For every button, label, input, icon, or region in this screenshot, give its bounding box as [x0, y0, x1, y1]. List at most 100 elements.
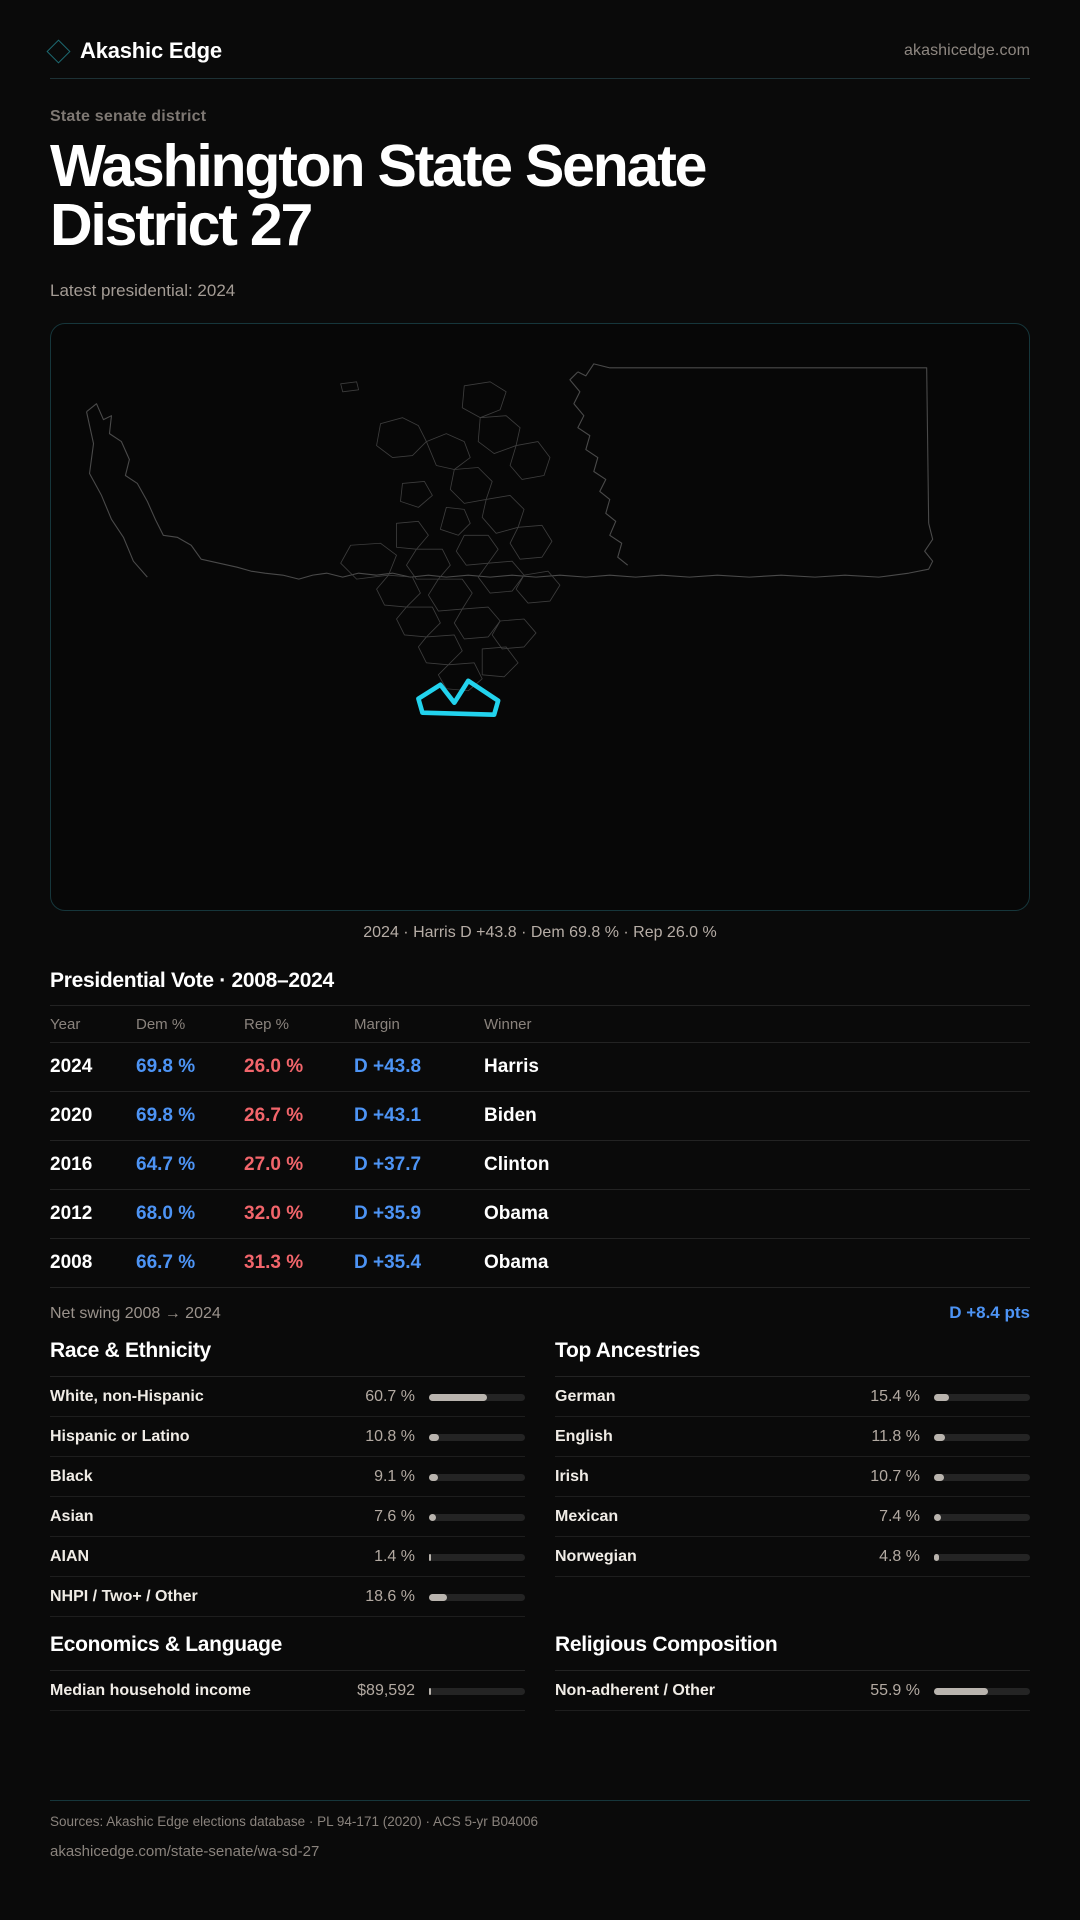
- sources-footer: Sources: Akashic Edge elections database…: [50, 1800, 1030, 1860]
- stat-value: 11.8 %: [871, 1428, 920, 1445]
- stat-row: Irish 10.7 %: [555, 1457, 1030, 1497]
- page-subtitle: Latest presidential: 2024: [50, 281, 236, 300]
- stat-label: AIAN: [50, 1548, 90, 1565]
- stat-row: English 11.8 %: [555, 1417, 1030, 1457]
- stat-bar: [429, 1513, 525, 1521]
- stat-value: 1.4 %: [374, 1548, 415, 1565]
- cell-year: 2024: [50, 1042, 136, 1092]
- stat-bar: [934, 1433, 1030, 1441]
- stat-value: 4.8 %: [879, 1548, 920, 1565]
- cell-dem: 69.8 %: [136, 1091, 244, 1141]
- stat-label: Norwegian: [555, 1548, 637, 1565]
- stat-bar-fill: [934, 1473, 945, 1481]
- stat-value: 18.6 %: [365, 1588, 415, 1605]
- presidential-vote-table: Year Dem % Rep % Margin Winner 2024 69.8 …: [50, 1005, 1030, 1288]
- stat-label: White, non-Hispanic: [50, 1388, 204, 1405]
- race-ethnicity-panel: Race & Ethnicity White, non-Hispanic 60.7…: [50, 1339, 525, 1617]
- stat-row: AIAN 1.4 %: [50, 1537, 525, 1577]
- cell-year: 2012: [50, 1189, 136, 1239]
- stat-row: German 15.4 %: [555, 1377, 1030, 1417]
- religion-panel-title: Religious Composition: [555, 1633, 1030, 1671]
- stat-bar: [429, 1393, 525, 1401]
- district-map-card[interactable]: [50, 323, 1030, 911]
- cell-year: 2020: [50, 1091, 136, 1141]
- demographics-grid: Race & Ethnicity White, non-Hispanic 60.7…: [50, 1339, 1030, 1617]
- stat-row: Median household income $89,592: [50, 1671, 525, 1711]
- stat-label: Black: [50, 1468, 93, 1485]
- cell-dem: 64.7 %: [136, 1140, 244, 1190]
- stat-bar: [934, 1393, 1030, 1401]
- net-swing-label: Net swing 2008 → 2024: [50, 1305, 221, 1322]
- presidential-vote-body: 2024 69.8 % 26.0 % D +43.8 Harris 2020 69.8 % 2…: [50, 1042, 1030, 1288]
- brand-name: Akashic Edge: [80, 38, 222, 63]
- cell-dem: 68.0 %: [136, 1189, 244, 1239]
- table-header-row: Year Dem % Rep % Margin Winner: [50, 1005, 1030, 1043]
- table-row: 2008 66.7 % 31.3 % D +35.4 Obama: [50, 1238, 1030, 1288]
- cell-margin: D +35.9: [354, 1189, 484, 1239]
- cell-dem: 69.8 %: [136, 1042, 244, 1092]
- stat-row: Asian 7.6 %: [50, 1497, 525, 1537]
- economics-panel: Economics & Language Median household in…: [50, 1633, 525, 1711]
- cell-margin: D +43.8: [354, 1042, 484, 1092]
- stat-value: 10.8 %: [365, 1428, 415, 1445]
- stat-bar-fill: [429, 1513, 437, 1521]
- column-header-year: Year: [50, 1005, 136, 1043]
- stat-bar-fill: [429, 1473, 438, 1481]
- stat-row: Hispanic or Latino 10.8 %: [50, 1417, 525, 1457]
- stat-bar-fill: [429, 1553, 431, 1561]
- race-rows: White, non-Hispanic 60.7 % Hispanic or Lat…: [50, 1377, 525, 1617]
- cell-year: 2016: [50, 1140, 136, 1190]
- stat-value: 55.9 %: [870, 1682, 920, 1699]
- stat-bar-fill: [934, 1687, 988, 1695]
- stat-bar: [934, 1473, 1030, 1481]
- highlighted-district: [416, 678, 501, 717]
- stat-value: $89,592: [357, 1682, 415, 1699]
- cell-margin: D +35.4: [354, 1238, 484, 1288]
- cell-year: 2008: [50, 1238, 136, 1288]
- table-row: 2024 69.8 % 26.0 % D +43.8 Harris: [50, 1042, 1030, 1092]
- presidential-section-title: Presidential Vote · 2008–2024: [50, 969, 334, 992]
- stat-bar-fill: [429, 1393, 488, 1401]
- stat-value: 60.7 %: [365, 1388, 415, 1405]
- table-row: 2012 68.0 % 32.0 % D +35.9 Obama: [50, 1189, 1030, 1239]
- stat-row: White, non-Hispanic 60.7 %: [50, 1377, 525, 1417]
- economics-rows: Median household income $89,592: [50, 1671, 525, 1711]
- washington-state-map: [86, 363, 934, 717]
- page-title: Washington State Senate District 27: [50, 133, 708, 258]
- stat-bar-fill: [934, 1433, 946, 1441]
- religion-panel: Religious Composition Non-adherent / Oth…: [555, 1633, 1030, 1711]
- cell-rep: 26.0 %: [244, 1042, 354, 1092]
- stat-value: 7.6 %: [374, 1508, 415, 1525]
- stat-label: Asian: [50, 1508, 94, 1525]
- stat-bar: [429, 1473, 525, 1481]
- stat-label: Hispanic or Latino: [50, 1428, 190, 1445]
- ancestries-panel-title: Top Ancestries: [555, 1339, 1030, 1377]
- column-header-dem: Dem %: [136, 1005, 244, 1043]
- cell-rep: 27.0 %: [244, 1140, 354, 1190]
- stat-bar: [934, 1553, 1030, 1561]
- stat-bar-fill: [429, 1593, 447, 1601]
- stat-bar: [934, 1513, 1030, 1521]
- stat-bar: [934, 1687, 1030, 1695]
- stat-bar-fill: [429, 1687, 431, 1695]
- economics-panel-title: Economics & Language: [50, 1633, 525, 1671]
- eyebrow-label: State senate district: [50, 108, 207, 125]
- cell-margin: D +43.1: [354, 1091, 484, 1141]
- stat-label: German: [555, 1388, 616, 1405]
- stat-value: 7.4 %: [879, 1508, 920, 1525]
- stat-bar: [429, 1433, 525, 1441]
- cell-dem: 66.7 %: [136, 1238, 244, 1288]
- site-url: akashicedge.com: [903, 42, 1030, 59]
- stat-label: English: [555, 1428, 613, 1445]
- cell-rep: 32.0 %: [244, 1189, 354, 1239]
- stat-row: NHPI / Two+ / Other 18.6 %: [50, 1577, 525, 1617]
- table-row: 2020 69.8 % 26.7 % D +43.1 Biden: [50, 1091, 1030, 1141]
- stat-row: Norwegian 4.8 %: [555, 1537, 1030, 1577]
- stat-value: 15.4 %: [870, 1388, 920, 1405]
- stat-bar-fill: [429, 1433, 440, 1441]
- table-row: 2016 64.7 % 27.0 % D +37.7 Clinton: [50, 1140, 1030, 1190]
- race-panel-title: Race & Ethnicity: [50, 1339, 525, 1377]
- cell-winner: Obama: [484, 1189, 1030, 1239]
- map-caption: 2024 · Harris D +43.8 · Dem 69.8 % · Rep…: [363, 924, 717, 941]
- stat-label: Mexican: [555, 1508, 619, 1525]
